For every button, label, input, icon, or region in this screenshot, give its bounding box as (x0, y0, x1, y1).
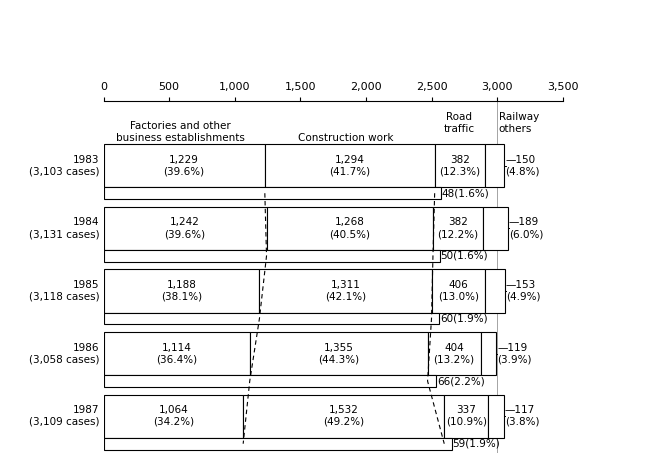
Bar (104, 332, 250, 375)
Bar (433, 207, 483, 250)
Bar (104, 144, 265, 187)
Text: Factories and other
business establishments: Factories and other business establishme… (116, 121, 245, 142)
Text: Railway
others: Railway others (499, 112, 539, 134)
Text: 1,114
(36.4%): 1,114 (36.4%) (156, 343, 197, 364)
Bar (104, 438, 452, 450)
Bar (250, 332, 428, 375)
Bar (435, 144, 485, 187)
Text: 1,229
(39.6%): 1,229 (39.6%) (164, 155, 204, 176)
Text: —189
(6.0%): —189 (6.0%) (509, 218, 543, 239)
Text: 1985
(3,118 cases): 1985 (3,118 cases) (29, 280, 100, 302)
Bar (104, 269, 259, 312)
Bar (104, 375, 436, 387)
Text: 382
(12.2%): 382 (12.2%) (437, 218, 479, 239)
Text: 1,268
(40.5%): 1,268 (40.5%) (329, 218, 370, 239)
Bar (267, 207, 433, 250)
Text: 66(2.2%): 66(2.2%) (437, 376, 485, 386)
Bar (104, 394, 243, 438)
Text: —153
(4.9%): —153 (4.9%) (506, 280, 540, 302)
Bar (432, 269, 485, 312)
Text: 1984
(3,131 cases): 1984 (3,131 cases) (29, 218, 100, 239)
Bar (265, 144, 435, 187)
Text: 1986
(3,058 cases): 1986 (3,058 cases) (29, 343, 100, 364)
Text: 404
(13.2%): 404 (13.2%) (433, 343, 475, 364)
Text: —117
(3.8%): —117 (3.8%) (505, 405, 540, 427)
Bar (483, 207, 508, 250)
Text: 1,188
(38.1%): 1,188 (38.1%) (161, 280, 202, 302)
Bar (104, 207, 267, 250)
Text: Road
traffic: Road traffic (444, 112, 475, 134)
Text: Construction work: Construction work (298, 132, 393, 142)
Text: 1983
(3,103 cases): 1983 (3,103 cases) (29, 155, 100, 176)
Bar (481, 332, 496, 375)
Bar (104, 250, 439, 262)
Text: 1,242
(39.6%): 1,242 (39.6%) (164, 218, 206, 239)
Text: 382
(12.3%): 382 (12.3%) (439, 155, 480, 176)
Bar (488, 394, 504, 438)
Bar (485, 144, 505, 187)
Text: 50(1.6%): 50(1.6%) (440, 251, 488, 261)
Text: 406
(13.0%): 406 (13.0%) (437, 280, 479, 302)
Bar (259, 269, 432, 312)
Text: 1,064
(34.2%): 1,064 (34.2%) (153, 405, 194, 427)
Text: 48(1.6%): 48(1.6%) (442, 188, 489, 198)
Bar (104, 312, 439, 324)
Text: 1,294
(41.7%): 1,294 (41.7%) (329, 155, 370, 176)
Bar (428, 332, 481, 375)
Text: 60(1.9%): 60(1.9%) (440, 313, 488, 323)
Text: —150
(4.8%): —150 (4.8%) (505, 155, 540, 176)
Text: 1,532
(49.2%): 1,532 (49.2%) (323, 405, 364, 427)
Text: 59(1.9%): 59(1.9%) (453, 439, 500, 449)
Text: 1987
(3,109 cases): 1987 (3,109 cases) (29, 405, 100, 427)
Bar (243, 394, 444, 438)
Text: —119
(3.9%): —119 (3.9%) (498, 343, 532, 364)
Text: 337
(10.9%): 337 (10.9%) (446, 405, 487, 427)
Bar (444, 394, 488, 438)
Bar (104, 187, 441, 199)
Bar (485, 269, 505, 312)
Text: 1,355
(44.3%): 1,355 (44.3%) (318, 343, 359, 364)
Text: 1,311
(42.1%): 1,311 (42.1%) (325, 280, 366, 302)
